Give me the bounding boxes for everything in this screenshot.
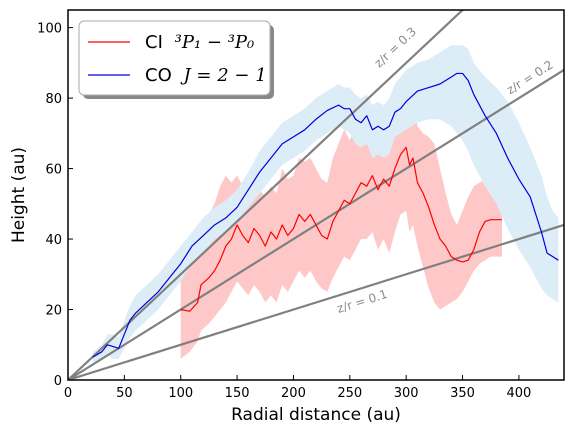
y-tick-label: 20 xyxy=(45,304,62,319)
x-tick-label: 250 xyxy=(337,386,362,401)
legend-label-ci: CI ³P₁ − ³P₀ xyxy=(145,32,254,53)
x-tick-label: 150 xyxy=(225,386,250,401)
band-ci xyxy=(180,84,502,359)
y-tick-label: 0 xyxy=(54,374,62,389)
legend: CI ³P₁ − ³P₀ CO J = 2 − 1 xyxy=(78,20,274,99)
y-tick-label: 40 xyxy=(45,233,62,248)
x-tick-label: 400 xyxy=(506,386,531,401)
x-axis: 0 50 100 150 200 250 300 350 400 xyxy=(64,375,531,401)
plot-frame xyxy=(67,9,565,381)
x-tick-label: 0 xyxy=(64,386,72,401)
y-tick-label: 80 xyxy=(45,92,62,107)
legend-label-co: CO J = 2 − 1 xyxy=(145,65,267,86)
legend-name-ci: CI xyxy=(145,32,163,53)
legend-name-co: CO xyxy=(145,65,172,86)
y-axis-title: Height (au) xyxy=(9,147,29,243)
x-tick-label: 200 xyxy=(281,386,306,401)
legend-math-ci: ³P₁ − ³P₀ xyxy=(175,32,255,53)
x-tick-label: 300 xyxy=(394,386,419,401)
series-line-ci xyxy=(180,146,502,312)
band-co xyxy=(92,45,559,363)
reference-line-0.1 xyxy=(68,223,564,380)
reference-line-0.3 xyxy=(68,10,465,380)
series-line-co xyxy=(92,72,559,358)
x-axis-title: Radial distance (au) xyxy=(231,405,401,425)
uncertainty-bands xyxy=(92,45,559,363)
x-tick-label: 50 xyxy=(116,386,133,401)
x-tick-label: 100 xyxy=(168,386,193,401)
y-axis: 0 20 40 60 80 100 xyxy=(37,22,73,389)
legend-box xyxy=(78,20,271,96)
y-tick-label: 60 xyxy=(45,163,62,178)
x-tick-label: 350 xyxy=(450,386,475,401)
legend-math-co: J = 2 − 1 xyxy=(179,65,266,86)
series-lines xyxy=(92,72,559,358)
y-tick-label: 100 xyxy=(37,22,62,37)
